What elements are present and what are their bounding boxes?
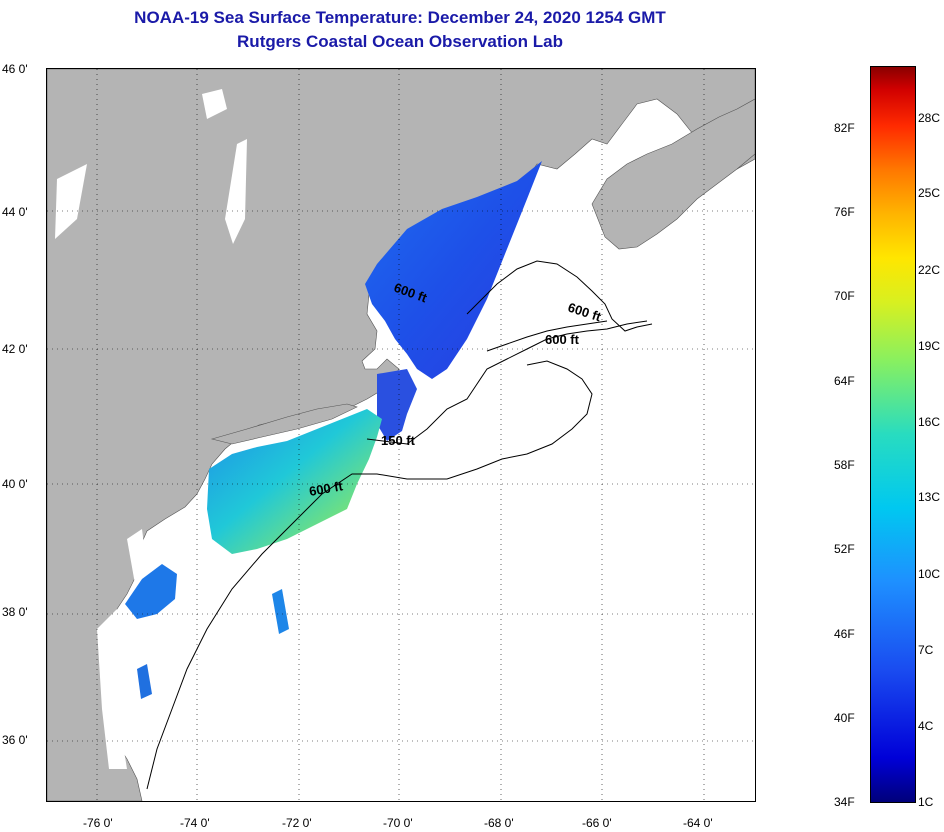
lon-label-64: -64 0': [683, 816, 713, 830]
map-title: NOAA-19 Sea Surface Temperature: Decembe…: [134, 8, 666, 27]
land-nova-scotia: [591, 98, 755, 250]
sst-map: 600 ft 600 ft 600 ft 150 ft 600 ft: [46, 68, 756, 802]
colorbar-f-52: 52F: [834, 542, 855, 556]
colorbar-c-16: 16C: [918, 415, 941, 429]
colorbar-c-10: 10C: [918, 567, 941, 581]
colorbar-f-34: 34F: [834, 795, 855, 809]
colorbar-c-4: 4C: [918, 719, 934, 733]
bay-chesapeake: [97, 609, 127, 769]
bathymetry-contours: [146, 260, 653, 790]
colorbar-f-64: 64F: [834, 374, 855, 388]
colorbar-f-40: 40F: [834, 711, 855, 725]
colorbar-c-1: 1C: [918, 795, 934, 809]
temperature-colorbar: [870, 66, 916, 803]
colorbar-c-13: 13C: [918, 490, 941, 504]
lake-c: [55, 164, 87, 239]
sst-mid-atlantic-patch-1: [125, 564, 177, 619]
graticule: [47, 69, 755, 801]
sst-mid-atlantic-patch-3: [137, 664, 152, 699]
colorbar-c-28: 28C: [918, 111, 941, 125]
colorbar-f-46: 46F: [834, 627, 855, 641]
land-long-island: [210, 403, 358, 445]
inland-water: [55, 89, 247, 769]
colorbar-f-58: 58F: [834, 458, 855, 472]
contour-label-600ft-4: 600 ft: [308, 478, 345, 499]
contour-label-600ft-3: 600 ft: [545, 332, 580, 347]
bay-delaware: [127, 529, 147, 584]
lat-label-40: 40 0': [2, 477, 28, 491]
colorbar-f-82: 82F: [834, 121, 855, 135]
lat-label-36: 36 0': [2, 733, 28, 747]
sst-data: [125, 161, 542, 699]
sst-mid-atlantic-patch-2: [272, 589, 289, 634]
contour-georges: [486, 320, 608, 352]
lat-label-44: 44 0': [2, 205, 28, 219]
lon-label-72: -72 0': [282, 816, 312, 830]
sst-cape-cod: [377, 369, 417, 441]
map-subtitle: Rutgers Coastal Ocean Observation Lab: [237, 32, 563, 51]
contour-150ft: [366, 320, 648, 445]
lon-label-68: -68 0': [484, 816, 514, 830]
colorbar-f-76: 76F: [834, 205, 855, 219]
lon-label-76: -76 0': [83, 816, 113, 830]
colorbar-c-7: 7C: [918, 643, 934, 657]
colorbar-c-19: 19C: [918, 339, 941, 353]
contour-600ft-shelf: [146, 360, 593, 790]
lon-label-74: -74 0': [180, 816, 210, 830]
contour-600ft-gom: [466, 260, 653, 332]
lake-b: [225, 139, 247, 244]
lat-label-46: 46 0': [2, 62, 28, 76]
contour-label-150ft: 150 ft: [381, 433, 416, 448]
sst-southern-new-england: [207, 409, 382, 554]
colorbar-c-25: 25C: [918, 186, 941, 200]
colorbar-c-22: 22C: [918, 263, 941, 277]
contour-label-600ft-2: 600 ft: [566, 300, 604, 325]
lon-label-70: -70 0': [383, 816, 413, 830]
colorbar-f-70: 70F: [834, 289, 855, 303]
lon-label-66: -66 0': [582, 816, 612, 830]
lat-label-42: 42 0': [2, 342, 28, 356]
sst-gulf-of-maine: [365, 161, 542, 379]
lake-a: [202, 89, 227, 119]
lat-label-38: 38 0': [2, 605, 28, 619]
